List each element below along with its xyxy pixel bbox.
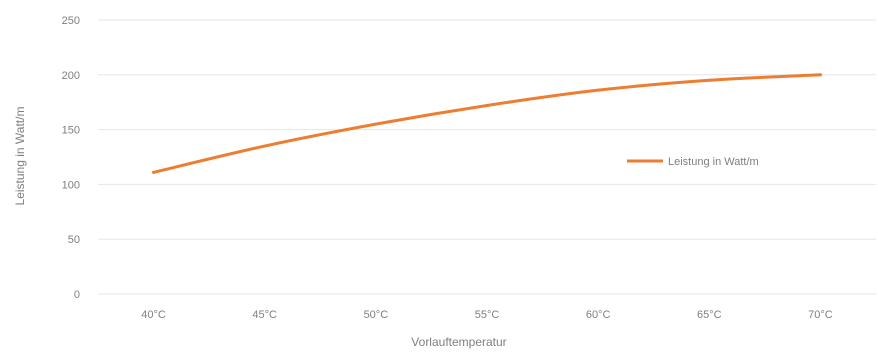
legend: Leistung in Watt/m xyxy=(627,156,759,168)
data-point xyxy=(707,78,711,82)
legend-label: Leistung in Watt/m xyxy=(668,156,759,168)
data-point xyxy=(374,122,378,126)
data-point xyxy=(596,88,600,92)
x-tick-label: 70°C xyxy=(808,309,833,321)
x-axis-title: Vorlauftemperatur xyxy=(411,335,506,349)
y-tick-label: 250 xyxy=(62,15,80,27)
data-point xyxy=(818,73,822,77)
y-tick-label: 200 xyxy=(62,70,80,82)
data-point xyxy=(263,144,267,148)
data-point xyxy=(152,170,156,174)
x-tick-label: 45°C xyxy=(252,309,277,321)
series-layer xyxy=(152,73,822,174)
y-axis-title: Leistung in Watt/m xyxy=(13,107,27,206)
x-tick-label: 40°C xyxy=(141,309,166,321)
y-tick-label: 100 xyxy=(62,179,80,191)
data-point xyxy=(485,103,489,107)
y-tick-label: 0 xyxy=(74,289,80,301)
y-tick-label: 150 xyxy=(62,125,80,137)
x-tick-label: 50°C xyxy=(364,309,389,321)
x-axis-ticks: 40°C 45°C 50°C 55°C 60°C 65°C 70°C xyxy=(141,309,832,321)
y-tick-label: 50 xyxy=(68,234,80,246)
y-axis-ticks: 0 50 100 150 200 250 xyxy=(62,15,80,301)
gridlines xyxy=(98,19,876,295)
x-tick-label: 65°C xyxy=(697,309,722,321)
x-tick-label: 55°C xyxy=(475,309,500,321)
x-tick-label: 60°C xyxy=(586,309,611,321)
